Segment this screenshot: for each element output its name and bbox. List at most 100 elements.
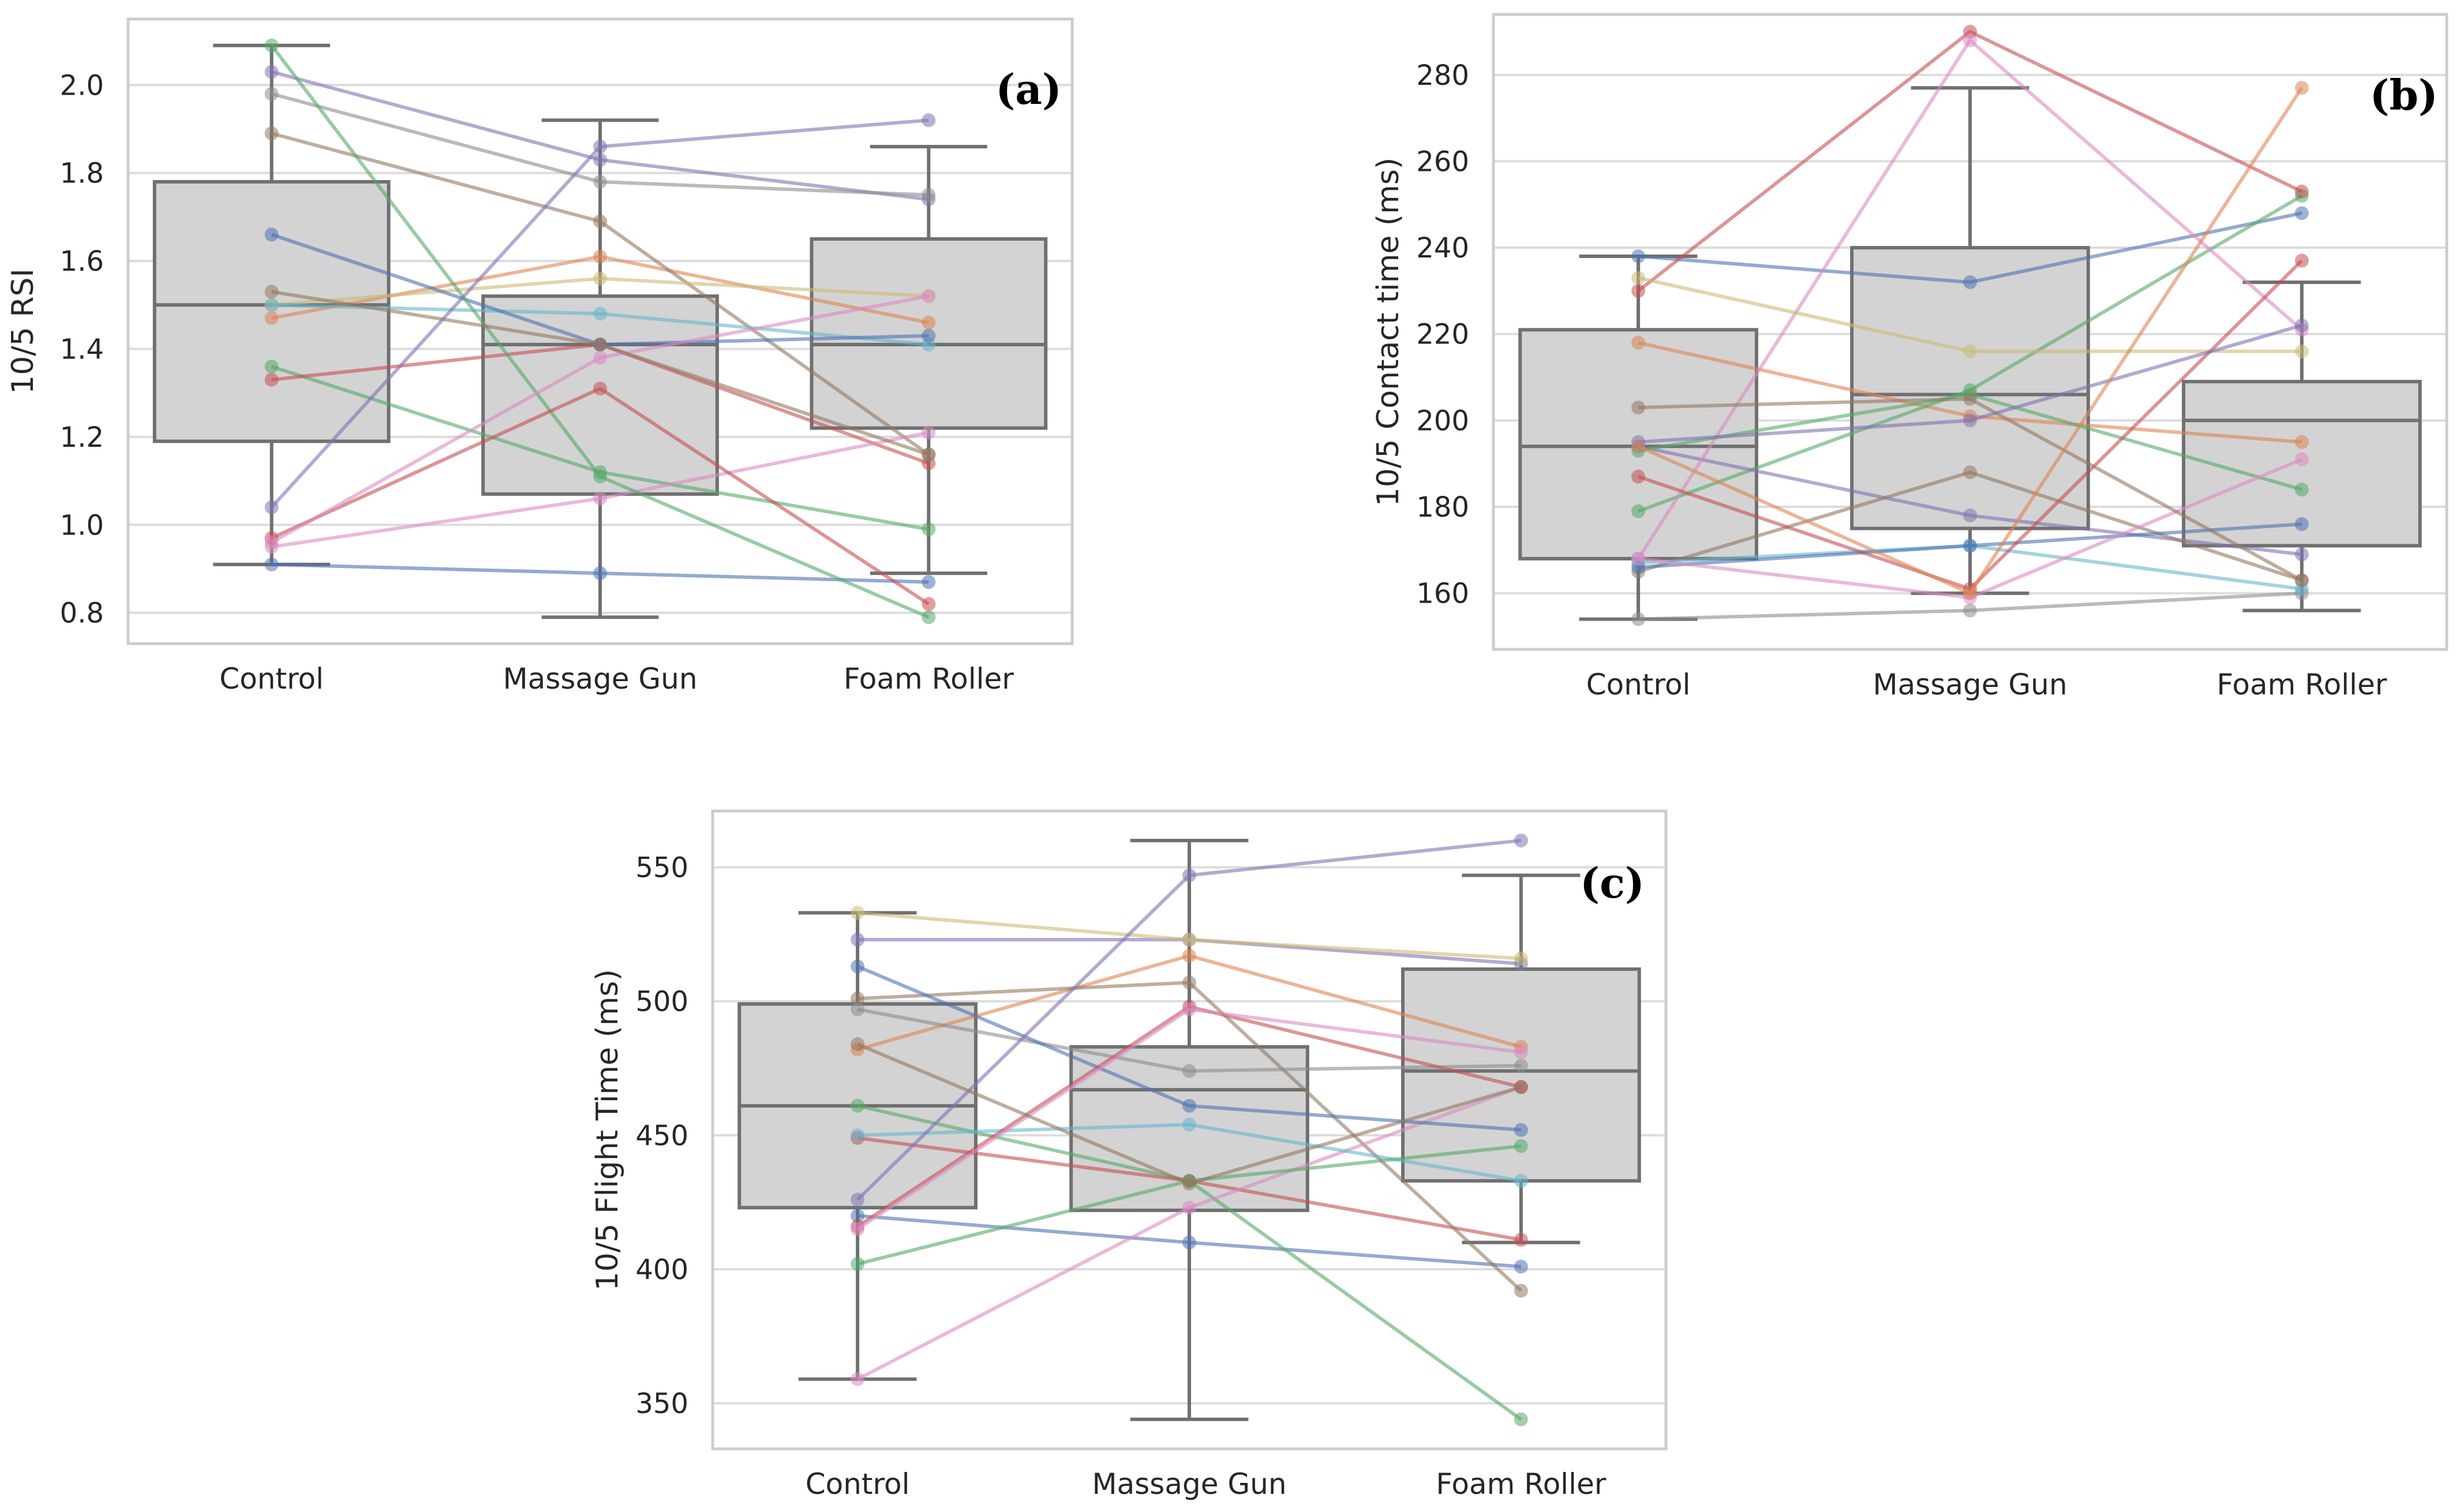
subject-point — [2294, 184, 2309, 199]
y-tick-label: 1.6 — [60, 245, 104, 278]
subject-point — [1182, 1064, 1196, 1078]
subject-point — [1182, 1201, 1196, 1215]
subject-point — [264, 87, 279, 101]
subject-series-14 — [1631, 318, 2309, 449]
subject-series-1 — [851, 1209, 1528, 1274]
subject-point — [1514, 1260, 1528, 1274]
subject-series-9 — [851, 906, 1528, 966]
subject-point — [1514, 1139, 1528, 1153]
subject-point — [1182, 1176, 1196, 1191]
subject-point — [1182, 976, 1196, 990]
subject-point — [593, 491, 607, 506]
subject-point — [1182, 1235, 1196, 1250]
subject-point — [1514, 1080, 1528, 1094]
subject-point — [593, 271, 607, 286]
y-tick-label: 1.8 — [60, 158, 104, 190]
y-tick-label: 240 — [1416, 232, 1469, 264]
subject-point — [264, 227, 279, 242]
x-tick-label: Control — [806, 1467, 910, 1501]
y-tick-label: 260 — [1416, 145, 1469, 178]
subject-point — [264, 298, 279, 312]
subject-point — [264, 126, 279, 141]
plot-frame — [126, 17, 1074, 645]
subject-series-11 — [851, 959, 1528, 1137]
subject-series-16 — [1631, 391, 2309, 588]
subject-series-12 — [264, 38, 936, 625]
x-tick-label: Massage Gun — [1092, 1467, 1286, 1501]
x-tick-label: Control — [219, 662, 324, 696]
subject-point — [1182, 948, 1196, 963]
y-axis-label: 10/5 Flight Time (ms) — [590, 969, 625, 1291]
subject-point — [593, 307, 607, 321]
chart-panel-3: 350 400 450 500 550 Control Massage Gun Foam Ro… — [590, 809, 1668, 1501]
y-tick-label: 500 — [635, 986, 688, 1018]
subject-point — [593, 337, 607, 352]
subject-point — [2294, 517, 2309, 531]
subject-point — [851, 906, 865, 920]
subject-series-16 — [851, 1037, 1528, 1191]
y-tick-label: 160 — [1416, 578, 1469, 610]
subject-point — [1514, 1284, 1528, 1298]
y-axis-label: 10/5 RSI — [6, 268, 40, 394]
subject-point — [1963, 465, 1977, 480]
y-tick-label: 1.4 — [60, 333, 104, 365]
panel-label: (c) — [1580, 858, 1645, 907]
subject-point — [922, 315, 936, 330]
subject-point — [851, 1098, 865, 1113]
subject-point — [593, 214, 607, 229]
subject-point — [1514, 951, 1528, 966]
subject-point — [1963, 539, 1977, 553]
subject-point — [1963, 509, 1977, 523]
y-tick-label: 220 — [1416, 319, 1469, 351]
subject-point — [1182, 932, 1196, 947]
subject-series-10 — [851, 1118, 1528, 1188]
subject-point — [922, 425, 936, 440]
subject-point — [1963, 391, 1977, 406]
subject-point — [851, 1257, 865, 1271]
subject-series-15 — [264, 289, 936, 550]
y-tick-label: 2.0 — [60, 69, 104, 102]
subject-point — [1963, 586, 1977, 600]
subject-point — [922, 289, 936, 304]
subject-point — [851, 1193, 865, 1207]
subject-point — [1514, 1412, 1528, 1426]
subject-point — [593, 469, 607, 484]
y-tick-label: 350 — [635, 1388, 688, 1420]
subject-series-14 — [264, 113, 936, 514]
y-tick-label: 200 — [1416, 405, 1469, 437]
subject-point — [2294, 81, 2309, 95]
subject-series-13 — [264, 382, 936, 611]
subject-point — [922, 113, 936, 128]
x-tick-label: Foam Roller — [844, 662, 1014, 696]
subject-point — [1514, 1059, 1528, 1073]
subject-point — [264, 311, 279, 326]
y-tick-label: 1.2 — [60, 421, 104, 454]
subject-point — [2294, 318, 2309, 332]
x-tick-label: Control — [1586, 668, 1691, 701]
subject-point — [2294, 547, 2309, 562]
subject-point — [264, 38, 279, 53]
subject-point — [851, 1128, 865, 1142]
subject-point — [1514, 1123, 1528, 1137]
subject-point — [593, 382, 607, 396]
subject-point — [851, 1037, 865, 1051]
subject-point — [922, 575, 936, 589]
subject-point — [1631, 271, 1646, 285]
subject-point — [851, 1372, 865, 1387]
subject-point — [1514, 1232, 1528, 1247]
subject-series-17 — [1631, 81, 2309, 600]
subject-point — [851, 1222, 865, 1236]
subject-point — [922, 610, 936, 625]
subject-point — [1631, 249, 1646, 264]
subject-point — [264, 65, 279, 79]
y-tick-label: 280 — [1416, 59, 1469, 92]
x-tick-label: Massage Gun — [1873, 668, 2067, 701]
subject-point — [264, 372, 279, 387]
panel-label: (a) — [995, 65, 1062, 114]
subject-point — [851, 959, 865, 974]
subject-series-9 — [1631, 271, 2309, 358]
subject-point — [1182, 1098, 1196, 1113]
subject-point — [1514, 1174, 1528, 1188]
subject-point — [1963, 33, 1977, 47]
